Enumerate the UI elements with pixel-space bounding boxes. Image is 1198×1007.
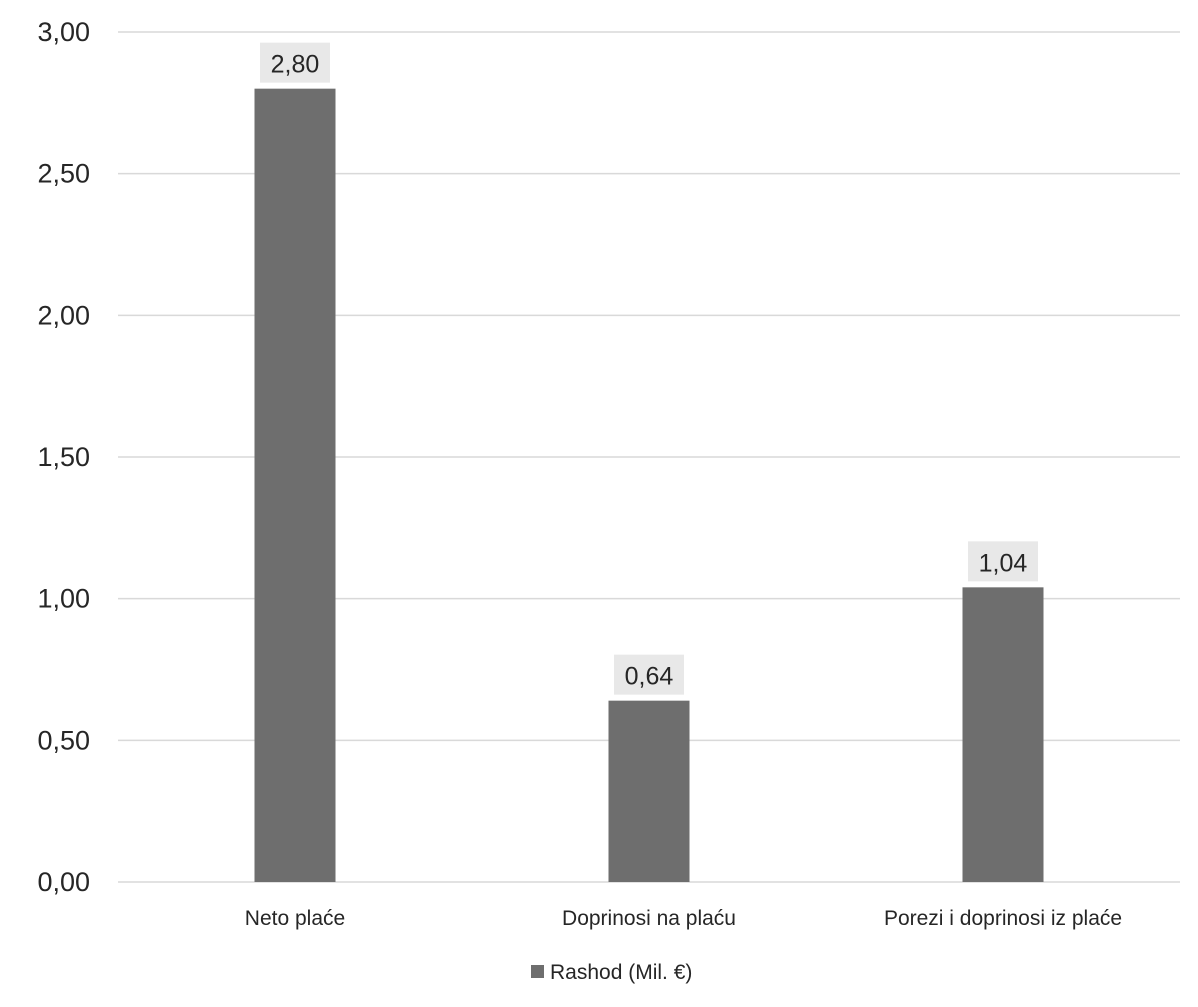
- x-axis-categories: Neto plaće Doprinosi na plaću Porezi i dop…: [245, 907, 1122, 930]
- category-label: Doprinosi na plaću: [562, 907, 736, 930]
- y-tick-label: 1,00: [37, 584, 90, 614]
- bar: [254, 88, 336, 882]
- data-label: 0,64: [625, 663, 674, 691]
- data-label: 2,80: [271, 51, 320, 79]
- legend-label: Rashod (Mil. €): [550, 961, 692, 984]
- y-tick-label: 2,00: [37, 300, 90, 330]
- legend: Rashod (Mil. €): [531, 961, 692, 984]
- legend-swatch: [531, 965, 544, 978]
- y-tick-label: 1,50: [37, 442, 90, 472]
- y-tick-label: 3,00: [37, 17, 90, 47]
- y-tick-label: 0,50: [37, 725, 90, 755]
- data-label-background: [968, 541, 1038, 582]
- data-labels: 2,80 0,64 1,04: [260, 42, 1038, 695]
- y-tick-label: 0,00: [37, 867, 90, 897]
- category-label: Porezi i doprinosi iz plaće: [884, 907, 1122, 930]
- bar: [962, 587, 1044, 882]
- y-tick-label: 2,50: [37, 159, 90, 189]
- data-label-background: [614, 654, 684, 695]
- data-label-background: [260, 42, 330, 83]
- data-label: 1,04: [979, 549, 1028, 577]
- category-label: Neto plaće: [245, 907, 345, 930]
- bars: [254, 88, 1044, 882]
- y-axis-ticks: 0,00 0,50 1,00 1,50 2,00 2,50 3,00: [37, 17, 90, 897]
- bar: [608, 700, 690, 882]
